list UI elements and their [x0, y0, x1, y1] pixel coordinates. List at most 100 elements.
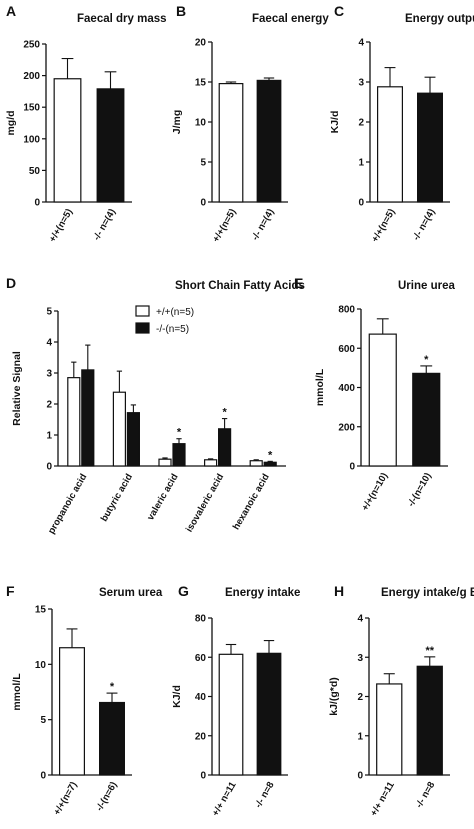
legend-swatch	[135, 322, 150, 334]
y-tick-label: 0	[200, 198, 206, 209]
bar-wildtype	[249, 460, 263, 467]
y-tick-label: 20	[195, 38, 207, 49]
y-tick-label: 0	[200, 771, 206, 782]
y-tick-label: 40	[195, 692, 207, 703]
chart-title: Faecal dry mass	[77, 13, 167, 25]
y-tick-label: 10	[35, 660, 47, 671]
chart-title: Urine urea	[398, 280, 455, 292]
y-tick-label: 3	[46, 369, 52, 380]
y-tick-label: 600	[338, 344, 355, 355]
x-category-label: hexanoic acid	[231, 472, 272, 532]
y-tick-label: 200	[23, 71, 40, 82]
panel-letter: C	[334, 3, 344, 19]
y-tick-label: 5	[40, 715, 46, 726]
bar-wildtype	[218, 82, 244, 203]
chart-title: Energy intake	[225, 587, 300, 599]
y-tick-label: 250	[23, 40, 40, 51]
y-axis-label: KJ/d	[171, 685, 183, 708]
y-tick-label: 3	[358, 78, 364, 89]
y-tick-label: 15	[35, 605, 47, 616]
y-tick-label: 100	[23, 134, 40, 145]
x-category-label: -/- n=(4)	[411, 207, 438, 242]
bar-wildtype	[204, 459, 218, 467]
bar-wildtype	[67, 377, 81, 467]
bar-knockout	[263, 461, 277, 467]
y-axis-label: mg/d	[5, 110, 17, 135]
bar-knockout	[417, 92, 444, 203]
significance-marker: *	[177, 427, 182, 439]
bar-knockout	[98, 701, 125, 776]
y-axis-label: J/mg	[171, 110, 183, 135]
bar-wildtype	[377, 86, 404, 203]
y-tick-label: 15	[195, 78, 207, 89]
y-tick-label: 0	[40, 771, 46, 782]
x-category-label: +/+(n=7)	[52, 780, 80, 817]
y-tick-label: 800	[338, 305, 355, 316]
y-tick-label: 0	[357, 771, 363, 782]
y-tick-label: 150	[23, 103, 40, 114]
y-tick-label: 80	[195, 614, 207, 625]
legend-label: +/+(n=5)	[156, 307, 194, 318]
chart-title: Energy intake/g BM	[381, 587, 474, 599]
panel-c: C Energy output 0 1 2 3 4 KJ/d +/+(n=5) -/- n=(4)	[329, 3, 474, 244]
bar-knockout	[172, 443, 186, 467]
significance-marker: **	[425, 645, 434, 657]
bar-knockout	[416, 665, 443, 776]
panel-letter: D	[6, 275, 16, 291]
x-category-label: -/-(n=6)	[94, 780, 119, 813]
panel-letter: E	[294, 275, 303, 291]
x-category-label: -/- n=8	[253, 780, 277, 810]
y-tick-label: 4	[46, 338, 52, 349]
y-tick-label: 5	[46, 307, 52, 318]
y-tick-label: 4	[357, 614, 363, 625]
y-tick-label: 60	[195, 653, 207, 664]
bar-knockout	[126, 412, 141, 467]
x-category-label: butyric acid	[99, 472, 135, 524]
bar-knockout	[96, 88, 125, 203]
y-axis-label: Relative Signal	[11, 351, 23, 426]
x-category-label: propanoic acid	[46, 472, 89, 536]
panel-e: E Urine urea 0 200 400 600 800 mmol/L +/+(n=10) *…	[294, 275, 455, 513]
bar-knockout	[256, 652, 282, 776]
x-category-label: +/+(n=5)	[370, 207, 398, 244]
y-tick-label: 1	[358, 158, 364, 169]
y-tick-label: 0	[46, 462, 52, 473]
significance-marker: *	[222, 407, 227, 419]
bar-knockout	[81, 369, 95, 467]
panel-letter: H	[334, 583, 344, 599]
y-axis-label: KJ/d	[329, 111, 341, 134]
y-tick-label: 200	[338, 422, 355, 433]
x-category-label: +/+(n=5)	[211, 207, 239, 244]
x-category-label: +/+(n=10)	[360, 471, 391, 513]
y-tick-label: 10	[195, 118, 207, 129]
legend-label: -/-(n=5)	[156, 324, 189, 335]
y-tick-label: 400	[338, 383, 355, 394]
y-axis-label: mmol/L	[314, 368, 326, 406]
panel-letter: B	[176, 3, 186, 19]
bar-knockout	[412, 372, 441, 467]
panel-d: D Short Chain Fatty Acids 0 1 2 3 4 5 Relative S…	[6, 275, 305, 536]
x-category-label: valeric acid	[145, 472, 181, 522]
chart-title: Short Chain Fatty Acids	[175, 280, 305, 292]
x-category-label: -/- n=(4)	[250, 207, 277, 242]
bar-wildtype	[158, 458, 172, 467]
x-category-label: +/+ n=11	[368, 779, 397, 818]
x-category-label: +/+ n=11	[210, 779, 239, 818]
panel-letter: F	[6, 583, 15, 599]
x-category-label: +/+(n=5)	[47, 207, 75, 244]
panel-letter: A	[6, 3, 16, 19]
panel-a: A Faecal dry mass 0 50 100 150 200 250 mg/d +/+(n…	[5, 3, 167, 244]
y-tick-label: 1	[357, 731, 363, 742]
y-tick-label: 4	[358, 38, 364, 49]
bar-wildtype	[376, 683, 403, 776]
chart-title: Energy output	[405, 13, 474, 25]
panel-f: F Serum urea 0 5 10 15 mmol/L +/+(n=7) * -/-(n=6)	[6, 583, 163, 817]
x-category-label: -/- n=(4)	[91, 207, 118, 242]
bar-wildtype	[53, 78, 82, 203]
significance-marker: *	[268, 449, 273, 461]
y-axis-label: kJ/(g*d)	[328, 677, 340, 716]
y-tick-label: 20	[195, 731, 207, 742]
y-axis-label: mmol/L	[11, 673, 23, 711]
bar-wildtype	[368, 333, 397, 467]
